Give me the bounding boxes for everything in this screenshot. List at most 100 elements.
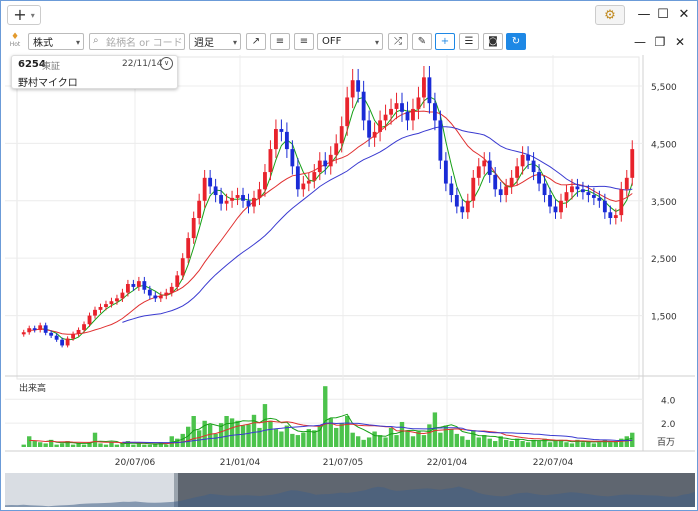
align-right-button[interactable]: ≡: [294, 33, 314, 50]
close-button[interactable]: ✕: [678, 6, 690, 22]
screenshot-button[interactable]: ◙: [483, 33, 503, 50]
align-left-button[interactable]: ≡: [270, 33, 290, 50]
minimize-button[interactable]: —: [637, 6, 651, 22]
volume-title: 出来高: [19, 382, 46, 394]
candle-body: [591, 195, 596, 198]
candle-body: [312, 172, 317, 181]
volume-bar: [443, 425, 449, 447]
candle-body: [98, 306, 103, 310]
candle-body: [553, 206, 558, 213]
date-label: 22/11/14: [122, 59, 163, 69]
volume-bar: [487, 438, 492, 447]
volume-bar: [262, 404, 268, 447]
volume-bar: [388, 427, 394, 447]
trendline-button[interactable]: ↗: [246, 33, 266, 50]
volume-bar: [438, 432, 443, 447]
volume-bar: [125, 441, 131, 447]
volume-bar: [224, 416, 229, 447]
volume-bar: [131, 444, 136, 447]
volume-bar: [344, 416, 350, 447]
market-select[interactable]: 株式 ▾: [28, 33, 84, 50]
volume-bar: [186, 426, 191, 447]
volume-bar: [103, 444, 109, 447]
search-input[interactable]: ⌕ 銘柄名 or コード: [89, 33, 185, 50]
date-tick-label: 22/07/04: [533, 458, 574, 468]
stock-chart[interactable]: 5,500 4,500 3,500 2,500 1,500 4.0 2.0 百万 出来高 20/0…: [5, 55, 695, 507]
candle-body: [443, 160, 448, 184]
settings-button[interactable]: ⚙: [595, 5, 625, 25]
volume-bar: [109, 442, 114, 447]
refresh-icon: ↻: [511, 36, 521, 47]
candle-body: [60, 339, 65, 346]
candle-body: [405, 111, 410, 121]
volume-bar: [114, 444, 120, 447]
shuffle-button[interactable]: ⤮: [388, 33, 408, 50]
candle-body: [564, 192, 569, 201]
chart-toolbar: ♦ Hot 株式 ▾ ⌕ 銘柄名 or コード 週足 ▾ ↗ ≡ ≡ OFF ▾…: [4, 31, 694, 53]
chevron-down-icon: ▾: [75, 38, 80, 47]
candle-body: [416, 97, 421, 109]
candle-body: [581, 189, 585, 193]
candle-body: [542, 183, 547, 196]
candle-body: [460, 206, 465, 213]
candle-body: [43, 325, 48, 333]
candle-body: [471, 177, 476, 201]
stock-name: 野村マイクロ: [18, 78, 78, 89]
navigator[interactable]: [5, 473, 695, 507]
volume-bar: [229, 418, 235, 447]
candle-body: [230, 197, 234, 201]
volume-bar: [54, 444, 59, 447]
volume-bar: [21, 444, 26, 447]
candle-body: [339, 126, 344, 144]
candle-body: [49, 332, 54, 336]
candle-body: [131, 284, 136, 287]
volume-bar: [180, 433, 185, 447]
settings-list-button[interactable]: ☰: [459, 33, 479, 50]
candle-body: [202, 177, 207, 201]
candle-body: [317, 160, 322, 173]
volume-bar: [493, 441, 498, 447]
volume-bar: [147, 444, 153, 447]
candle-body: [411, 108, 415, 121]
volume-bar: [246, 424, 251, 447]
candle-body: [136, 281, 141, 287]
crosshair-button[interactable]: +: [435, 33, 455, 50]
candle-body: [268, 149, 273, 173]
candle-body: [487, 160, 492, 175]
add-tab-button[interactable]: + ▾: [7, 5, 41, 25]
axes: 5,500 4,500 3,500 2,500 1,500 4.0 2.0 百万 出来高 20/0…: [19, 83, 677, 468]
period-select[interactable]: 週足 ▾: [189, 33, 241, 50]
indicator-select[interactable]: OFF ▾: [317, 33, 383, 50]
draw-button[interactable]: ✎: [412, 33, 432, 50]
candle-body: [125, 284, 130, 293]
candle-body: [241, 195, 245, 201]
volume-bar: [328, 418, 333, 447]
expand-icon[interactable]: ∨: [160, 57, 173, 70]
volume-bar: [569, 443, 575, 447]
volume-ma-long: [122, 422, 633, 444]
volume-bar: [27, 436, 32, 447]
candle-body: [432, 103, 437, 121]
candle-body: [38, 325, 43, 330]
maximize-button[interactable]: ☐: [657, 6, 669, 22]
candle-body: [235, 195, 240, 198]
panel-restore-button[interactable]: ❐: [654, 34, 666, 49]
volume-bar: [158, 442, 163, 447]
panel-close-button[interactable]: ✕: [674, 34, 686, 49]
candle-body: [279, 129, 284, 132]
volume-bar: [350, 432, 355, 447]
crosshair-icon: +: [440, 36, 450, 47]
candle-body: [175, 275, 180, 287]
volume-bar: [383, 437, 388, 447]
volume-bar: [301, 432, 306, 447]
refresh-button[interactable]: ↻: [506, 33, 526, 50]
candle-body: [624, 177, 629, 190]
price-tick-label: 3,500: [651, 198, 677, 208]
navigator-handle[interactable]: [174, 473, 178, 507]
candle-body: [169, 286, 174, 293]
candle-body: [164, 292, 169, 296]
candle-body: [71, 333, 75, 339]
panel-minimize-button[interactable]: —: [634, 34, 646, 49]
candle-body: [147, 289, 152, 296]
title-bar: + ▾ ⚙ — ☐ ✕: [1, 1, 697, 27]
